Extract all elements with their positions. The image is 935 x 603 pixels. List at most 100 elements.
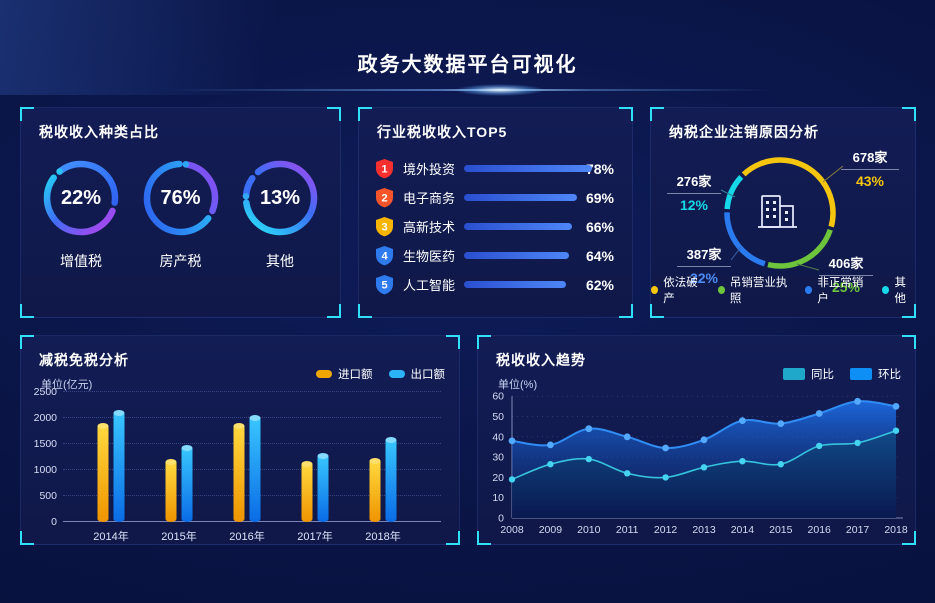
industry-label: 电子商务: [403, 191, 456, 206]
rank-1-shield-icon: 1: [376, 159, 393, 179]
ring-chart-icon: [43, 160, 119, 236]
callout-count: 406家: [819, 253, 873, 276]
corner-bracket: [327, 107, 341, 121]
ring-chart-icon: [242, 160, 318, 236]
legend-item-export[interactable]: 出口额: [388, 366, 445, 382]
corner-bracket: [477, 531, 491, 545]
panel-tax-type-share: 税收收入种类占比 22% 增值税: [20, 107, 341, 318]
donut-row: 22% 增值税 76% 房产税: [21, 158, 340, 271]
import-bar: [369, 458, 381, 522]
donut-value: 13%: [259, 186, 301, 209]
import-bar: [165, 459, 177, 522]
callout-pct: 22%: [689, 270, 719, 286]
legend-dot: [717, 286, 725, 294]
svg-text:2009: 2009: [539, 524, 563, 536]
industry-bar: [464, 223, 586, 230]
export-bar: [181, 445, 193, 522]
y-axis-unit: 单位(亿元): [41, 379, 93, 391]
export-bar: [317, 453, 329, 522]
legend-item-abnormal[interactable]: 非正常销户: [805, 274, 869, 306]
donut-label: 房产税: [159, 253, 202, 269]
callout-406: 406家 25%: [819, 253, 873, 295]
corner-bracket: [619, 304, 633, 318]
industry-label: 生物医药: [403, 249, 456, 264]
svg-text:2013: 2013: [692, 524, 716, 536]
industry-bar: [464, 252, 586, 259]
industry-bar: [464, 165, 593, 172]
svg-text:50: 50: [492, 411, 504, 423]
legend-item-bankruptcy[interactable]: 依法破产: [651, 274, 705, 306]
page-title: 政务大数据平台可视化: [357, 54, 578, 76]
callout-276: 276家 12%: [667, 171, 721, 213]
export-bar: [113, 410, 125, 522]
bar-group: 2014年: [93, 410, 129, 543]
pie-chart: [720, 157, 844, 271]
x-tick: 2014年: [93, 531, 129, 543]
svg-text:3: 3: [381, 222, 387, 234]
panel-cancellation-reasons: 纳税企业注销原因分析 678家 43% 276家 12% 387家: [650, 107, 916, 318]
svg-text:2018: 2018: [884, 524, 908, 536]
corner-bracket: [619, 107, 633, 121]
industry-pct: 64%: [585, 247, 614, 264]
svg-text:20: 20: [492, 472, 504, 484]
x-tick: 2015年: [161, 531, 197, 543]
legend-item-yoy[interactable]: 同比: [783, 366, 834, 382]
svg-text:2017: 2017: [846, 524, 870, 536]
x-tick: 2017年: [297, 531, 333, 543]
bar-group: 2017年: [297, 453, 333, 543]
corner-bracket: [358, 304, 372, 318]
header: 政务大数据平台可视化: [0, 0, 935, 100]
top5-row: 5 人工智能 62%: [375, 270, 614, 299]
corner-bracket: [20, 335, 34, 349]
legend-swatch: [850, 368, 872, 380]
corner-bracket: [358, 107, 372, 121]
trend-legend: 同比 环比: [783, 366, 901, 382]
callout-387: 387家 22%: [677, 244, 731, 286]
callout-pct: 43%: [855, 173, 885, 189]
legend-item-import[interactable]: 进口额: [316, 366, 373, 382]
y-tick: 1500: [33, 438, 57, 450]
svg-text:30: 30: [492, 452, 504, 464]
corner-bracket: [446, 531, 460, 545]
donut-other: 13% 其他: [234, 158, 326, 271]
legend-item-mom[interactable]: 环比: [850, 366, 901, 382]
corner-bracket: [20, 531, 34, 545]
top5-row: 3 高新技术 66%: [375, 212, 614, 241]
corner-bracket: [20, 107, 34, 121]
corner-bracket: [902, 107, 916, 121]
callout-pct: 12%: [679, 197, 709, 213]
bar-group: 2016年: [229, 415, 265, 543]
legend-item-license-revoked[interactable]: 吊销营业执照: [717, 274, 793, 306]
y-tick: 1000: [33, 464, 57, 476]
rank-2-shield-icon: 2: [376, 188, 393, 208]
panel-title: 税收收入种类占比: [39, 124, 159, 140]
donut-label: 其他: [266, 253, 294, 269]
legend-swatch: [388, 370, 405, 378]
corner-bracket: [327, 304, 341, 318]
svg-text:2010: 2010: [577, 524, 601, 536]
x-tick: 2016年: [229, 531, 265, 543]
svg-text:0: 0: [498, 513, 504, 525]
donut-value: 76%: [160, 186, 201, 209]
svg-text:60: 60: [492, 391, 504, 403]
y-axis-labels: 0 500 1000 1500 2000 2500: [21, 386, 57, 528]
y-tick: 500: [39, 490, 57, 502]
corner-bracket: [650, 304, 664, 318]
y-axis-unit: 单位(%): [498, 379, 538, 391]
pie-legend: 依法破产 吊销营业执照 非正常销户 其他: [651, 274, 915, 306]
top5-row: 2 电子商务 69%: [375, 183, 614, 212]
svg-text:2014: 2014: [731, 524, 755, 536]
industry-pct: 66%: [585, 218, 614, 235]
industry-pct: 78%: [585, 160, 614, 177]
callout-count: 276家: [667, 171, 721, 194]
callout-count: 678家: [841, 147, 899, 170]
header-flare-glow: [440, 82, 560, 98]
corner-bracket: [477, 335, 491, 349]
svg-text:1: 1: [381, 164, 387, 176]
industry-label: 境外投资: [403, 162, 456, 177]
x-tick: 2018年: [365, 531, 401, 543]
legend-item-other[interactable]: 其他: [882, 274, 915, 306]
y-tick: 2000: [33, 412, 57, 424]
bar-chart-plot: 2014年 2015年 2016年 2017年 2018年: [63, 391, 441, 543]
bar-group: 2015年: [161, 445, 197, 543]
